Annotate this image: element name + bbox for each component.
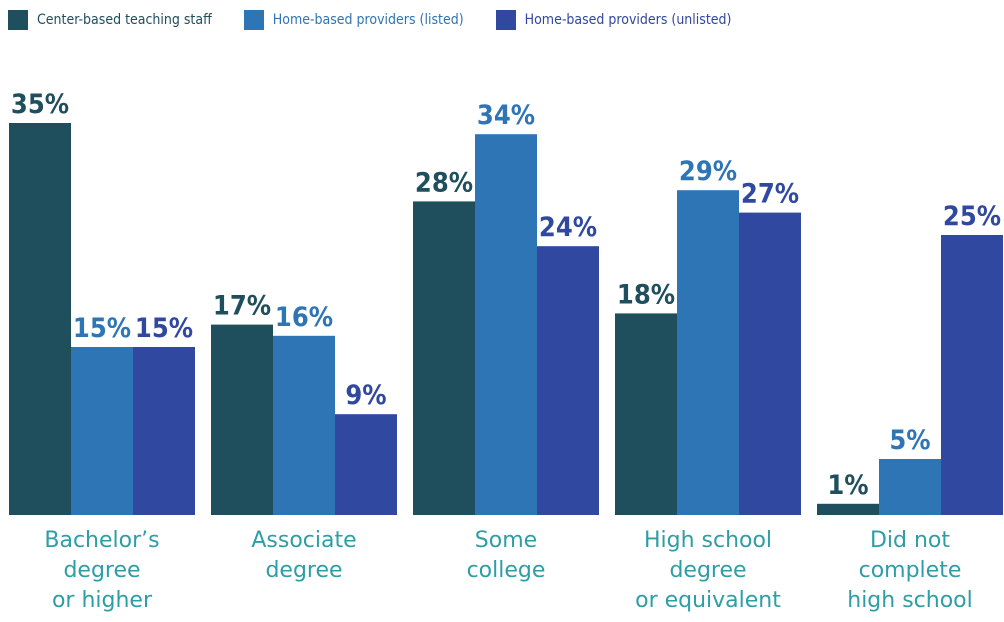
value-label-home-based-providers-unlisted-0: 15%: [135, 313, 193, 344]
category-label-0: Bachelor’s degree or higher: [44, 528, 159, 613]
bar-home-based-providers-unlisted-4: [941, 235, 1003, 515]
value-label-home-based-providers-listed-4: 5%: [889, 425, 930, 456]
legend-item-center-based: Center-based teaching staff: [8, 10, 212, 30]
bar-center-based-teaching-staff-3: [615, 313, 677, 515]
value-label-home-based-providers-listed-3: 29%: [679, 156, 737, 187]
bar-home-based-providers-listed-2: [475, 134, 537, 515]
legend-item-home-unlisted: Home-based providers (unlisted): [495, 10, 732, 30]
legend-label-center-based: Center-based teaching staff: [37, 12, 212, 28]
value-label-home-based-providers-listed-0: 15%: [73, 313, 131, 344]
bar-home-based-providers-unlisted-3: [739, 212, 801, 515]
legend-label-home-unlisted: Home-based providers (unlisted): [524, 12, 732, 28]
legend-swatch-home-unlisted: [495, 10, 516, 30]
value-label-center-based-teaching-staff-4: 1%: [827, 470, 868, 501]
value-label-center-based-teaching-staff-3: 18%: [617, 279, 675, 310]
bar-home-based-providers-unlisted-2: [537, 246, 599, 515]
value-label-center-based-teaching-staff-2: 28%: [415, 167, 473, 198]
legend: Center-based teaching staff Home-based p…: [8, 9, 763, 31]
legend-label-home-listed: Home-based providers (listed): [272, 12, 464, 28]
bar-home-based-providers-listed-3: [677, 190, 739, 515]
value-label-home-based-providers-unlisted-1: 9%: [345, 380, 386, 411]
bar-home-based-providers-listed-1: [273, 335, 335, 515]
bar-home-based-providers-unlisted-0: [133, 347, 195, 515]
bar-home-based-providers-listed-4: [879, 459, 941, 515]
bar-center-based-teaching-staff-2: [413, 201, 475, 515]
bar-center-based-teaching-staff-1: [211, 324, 273, 515]
value-label-center-based-teaching-staff-1: 17%: [213, 291, 271, 322]
category-label-3: High school degree or equivalent: [635, 528, 781, 613]
value-label-home-based-providers-listed-1: 16%: [275, 302, 333, 333]
value-label-home-based-providers-listed-2: 34%: [477, 100, 535, 131]
bar-home-based-providers-listed-0: [71, 347, 133, 515]
bar-center-based-teaching-staff-0: [9, 123, 71, 515]
bar-home-based-providers-unlisted-1: [335, 414, 397, 515]
value-label-center-based-teaching-staff-0: 35%: [11, 89, 69, 120]
bar-center-based-teaching-staff-4: [817, 503, 879, 515]
legend-item-home-listed: Home-based providers (listed): [243, 10, 464, 30]
value-label-home-based-providers-unlisted-2: 24%: [539, 212, 597, 243]
legend-swatch-home-listed: [243, 10, 264, 30]
category-label-1: Associate degree: [251, 528, 356, 583]
value-label-home-based-providers-unlisted-4: 25%: [943, 201, 1001, 232]
category-label-2: Some college: [467, 528, 546, 583]
category-label-4: Did not complete high school: [847, 528, 973, 613]
value-label-home-based-providers-unlisted-3: 27%: [741, 179, 799, 210]
legend-swatch-center-based: [8, 10, 28, 30]
